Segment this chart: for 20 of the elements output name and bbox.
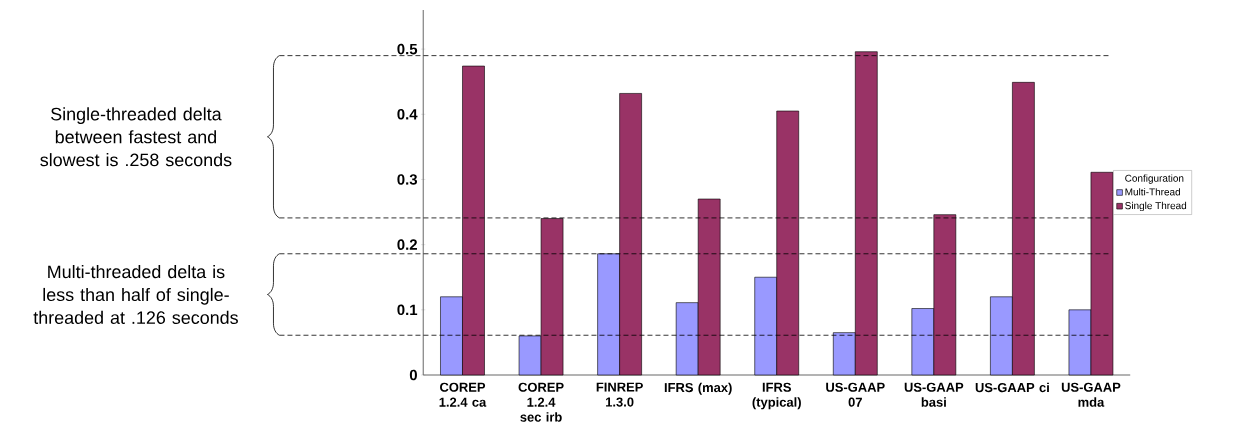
y-tick-label: 0.3 xyxy=(397,174,418,185)
legend-title: Configuration xyxy=(1125,174,1184,184)
y-tick-label: 0 xyxy=(409,369,417,381)
text: Single-threaded delta between fastest and slowest is .258 seconds xyxy=(40,107,232,167)
legend-label: Single Thread xyxy=(1125,201,1187,212)
x-tick-label: COREP 1.2.4 ca xyxy=(439,382,487,407)
y-tick-label: 0.2 xyxy=(397,239,417,250)
x-tick-label: IFRS (typical) xyxy=(752,382,801,410)
y-tick-label: 0.1 xyxy=(397,304,418,316)
y-tick-label: 0.4 xyxy=(397,108,418,120)
x-tick-label: IFRS (max) xyxy=(664,382,732,395)
y-tick-label: 0.5 xyxy=(397,43,418,55)
legend-label: Multi-Thread xyxy=(1125,188,1180,196)
x-tick-label: US-GAAP mda xyxy=(1061,382,1121,407)
x-tick-label: COREP 1.2.4 sec irb xyxy=(518,382,564,422)
x-tick-label: US-GAAP ci xyxy=(975,382,1049,393)
x-tick-label: US-GAAP 07 xyxy=(826,382,885,407)
x-tick-label: US-GAAP basi xyxy=(904,382,964,407)
x-tick-label: FINREP 1.3.0 xyxy=(596,382,643,407)
text: Multi-threaded delta is less than half of single-threaded at .126 seconds xyxy=(33,265,238,324)
